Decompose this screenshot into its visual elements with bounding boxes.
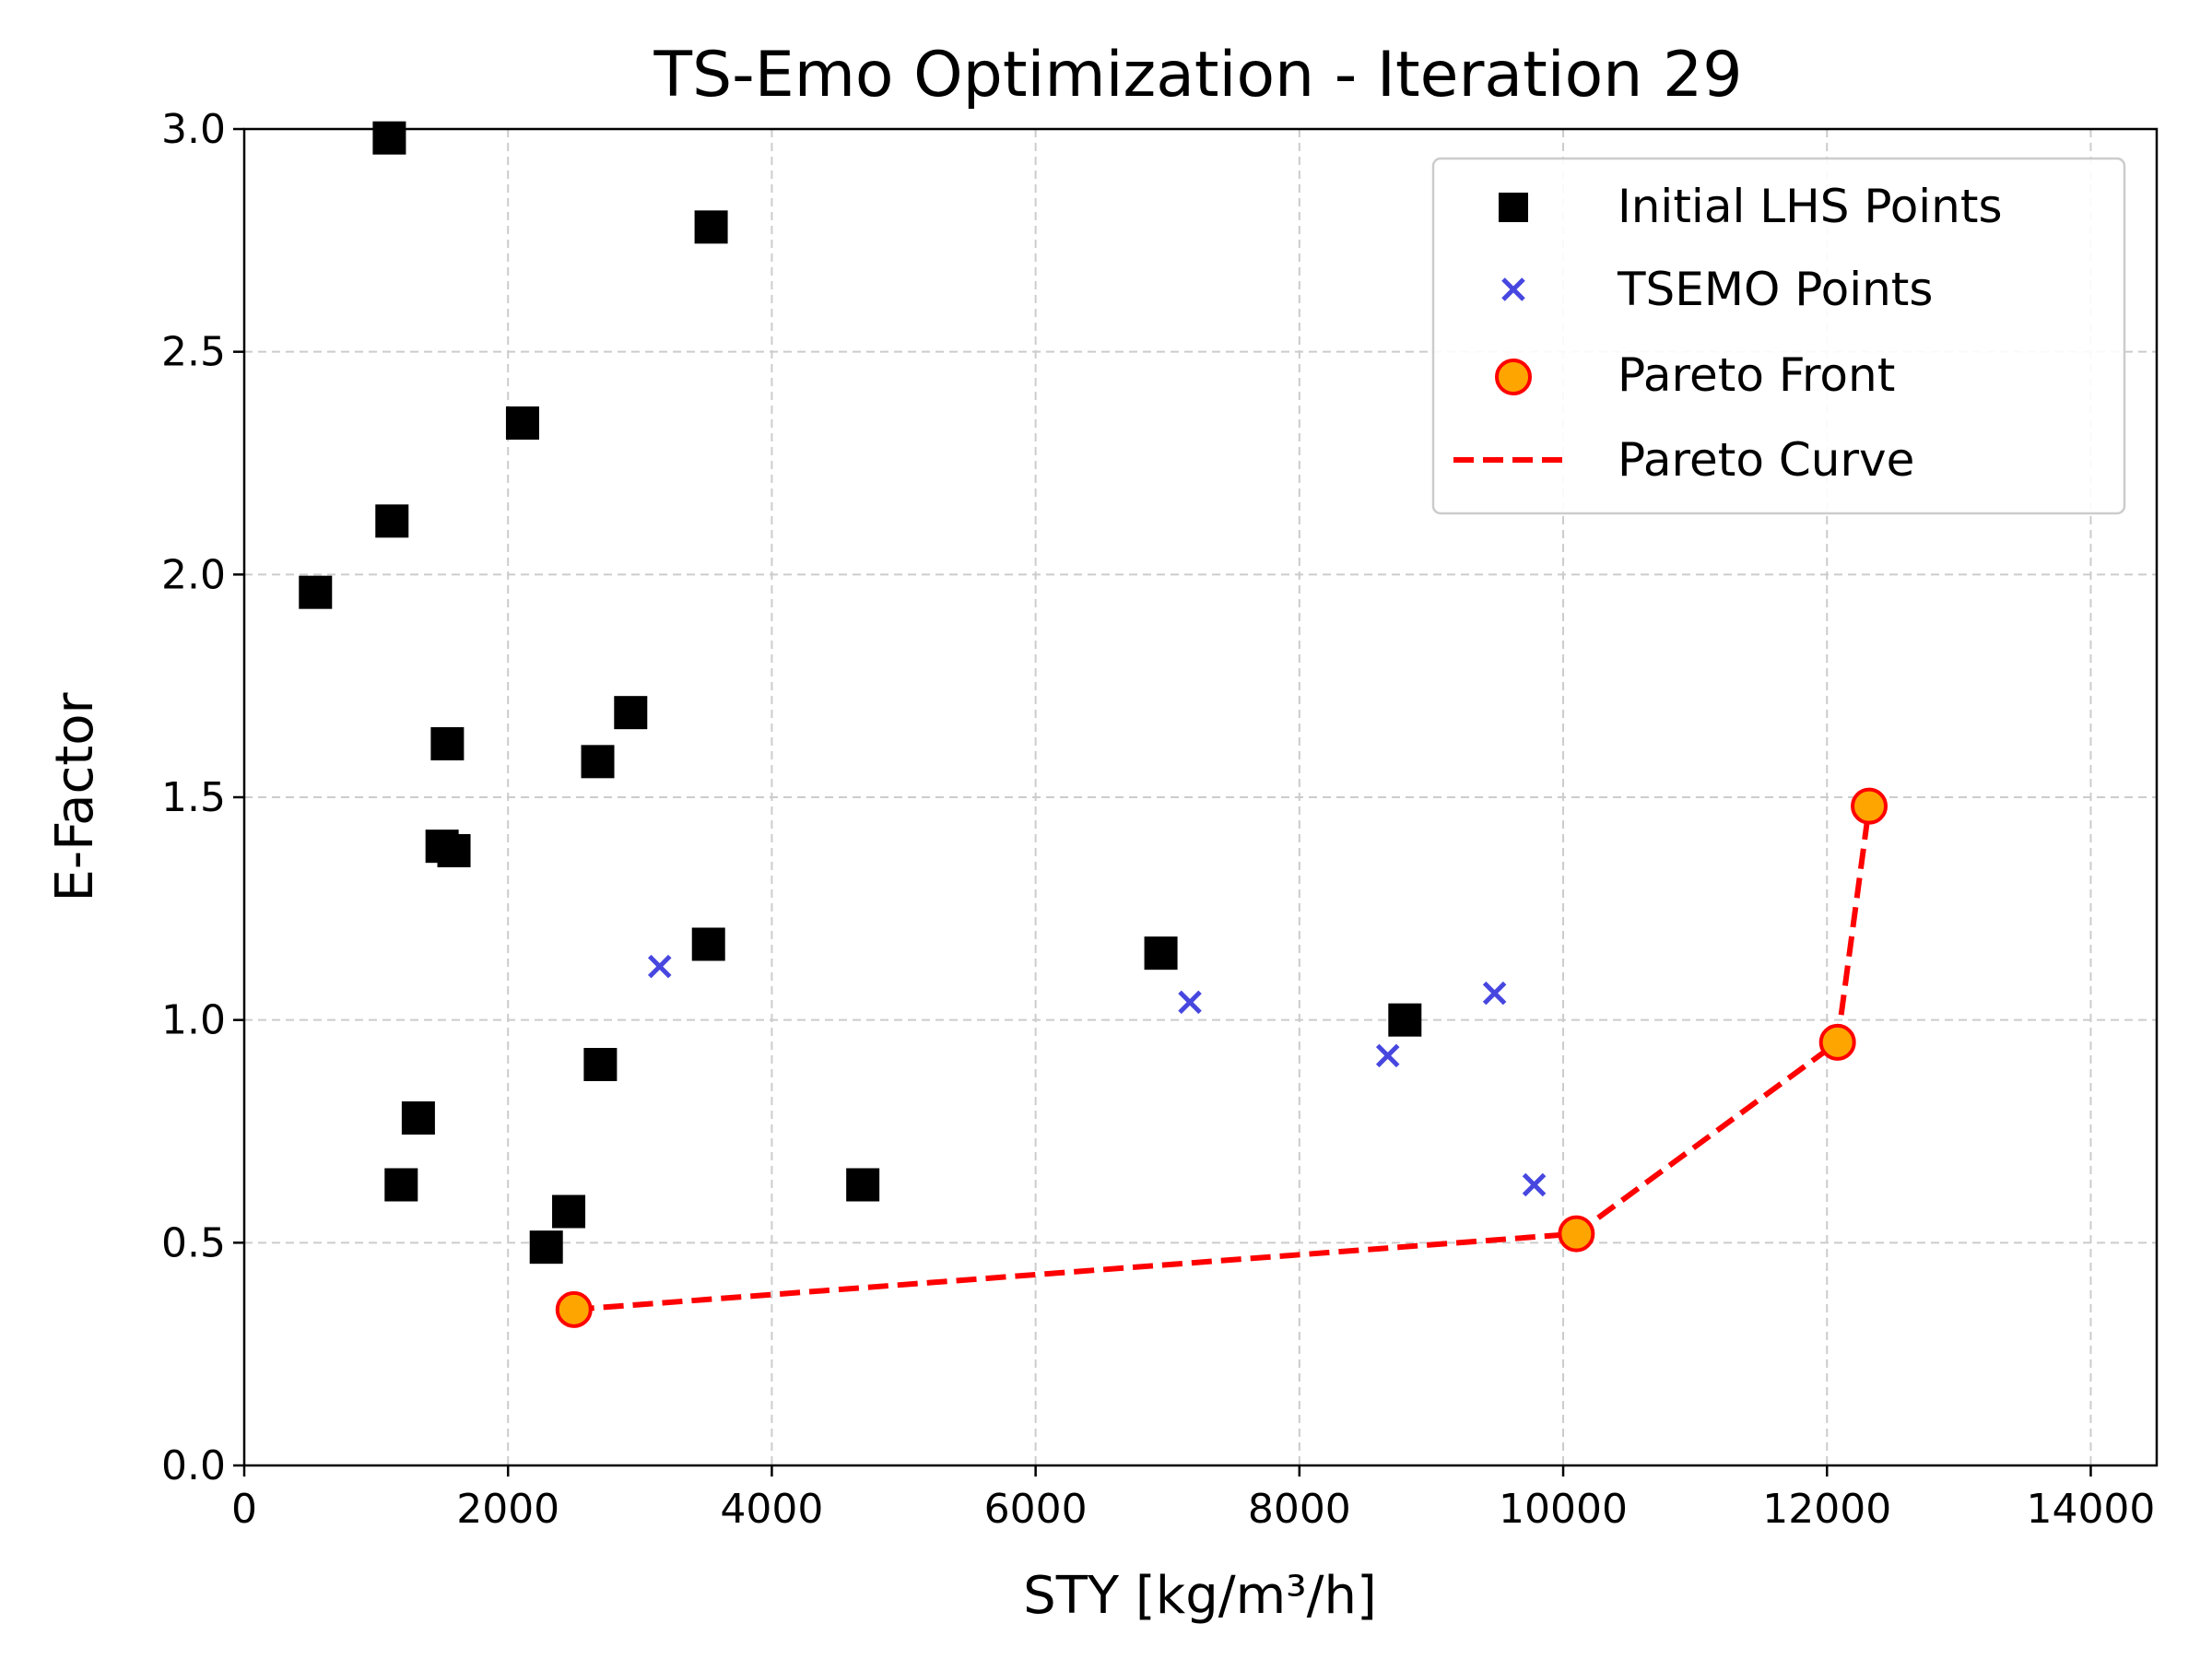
legend-frame [1431,157,2126,515]
initial-lhs-point [375,504,409,538]
legend-label-initial-lhs-points: Initial LHS Points [1618,180,2003,233]
initial-lhs-point [846,1168,880,1202]
x-axis-label: STY [kg/m³/h] [1023,1566,1377,1626]
legend-marker-initial-lhs-points [1499,193,1528,222]
pareto-curve-line [573,806,1873,1312]
x-tick-label: 0 [231,1486,257,1533]
x-tick-label: 8000 [1248,1486,1351,1533]
legend-label-pareto-curve: Pareto Curve [1618,433,1914,487]
initial-lhs-point [529,1230,563,1265]
initial-lhs-point [1144,936,1178,971]
pareto-front-point [555,1290,593,1328]
x-tick-label: 12000 [1762,1486,1891,1533]
initial-lhs-point [581,745,615,779]
initial-lhs-point [401,1101,435,1135]
legend: Initial LHS Points TSEMO Points Pareto F… [1431,157,2126,515]
legend-marker-pareto-front [1495,359,1532,395]
x-tick-label: 4000 [720,1486,823,1533]
y-axis-label: E-Factor [45,692,105,902]
legend-marker-tsemo-points [1501,277,1525,301]
tsemo-point [1178,990,1202,1015]
pareto-front-point [1558,1215,1595,1253]
legend-label-pareto-front: Pareto Front [1618,348,1895,402]
x-axis-ticks: 0 2000 4000 6000 8000 10000 12000 14000 [231,1465,2155,1533]
initial-lhs-point [583,1048,618,1081]
y-tick-label: 2.0 [161,551,226,598]
x-tick-label: 2000 [456,1486,559,1533]
tsemo-point [1482,981,1507,1006]
y-tick-label: 0.0 [161,1442,226,1489]
tsemo-point [1375,1043,1400,1068]
initial-lhs-point [694,210,728,244]
axes-frame [242,127,2159,1467]
legend-label-tsemo-points: TSEMO Points [1617,263,1933,316]
initial-lhs-point [505,406,539,440]
y-tick-label: 0.5 [161,1219,226,1266]
initial-lhs-point [384,1168,418,1202]
initial-lhs-point [1388,1003,1422,1037]
y-axis-ticks: 0.0 0.5 1.0 1.5 2.0 2.5 3.0 [161,106,244,1489]
tsemo-point [1522,1172,1547,1197]
x-tick-label: 10000 [1499,1486,1628,1533]
chart-title: TS-Emo Optimization - Iteration 29 [653,39,1742,112]
initial-lhs-point [691,927,725,961]
initial-lhs-point [614,696,648,730]
tsemo-point [648,954,672,979]
initial-lhs-point [372,121,406,155]
plot-area [299,121,1888,1328]
initial-lhs-point [437,834,471,867]
y-tick-label: 3.0 [161,106,226,153]
pareto-front-point [1851,787,1888,825]
x-tick-label: 14000 [2026,1486,2155,1533]
initial-lhs-point [299,575,333,609]
y-tick-label: 1.5 [161,774,226,821]
y-tick-label: 1.0 [161,997,226,1044]
pareto-front-point [1818,1023,1856,1061]
y-tick-label: 2.5 [161,329,226,376]
x-tick-label: 6000 [984,1486,1088,1533]
initial-lhs-point [552,1194,586,1229]
initial-lhs-point [430,727,465,760]
